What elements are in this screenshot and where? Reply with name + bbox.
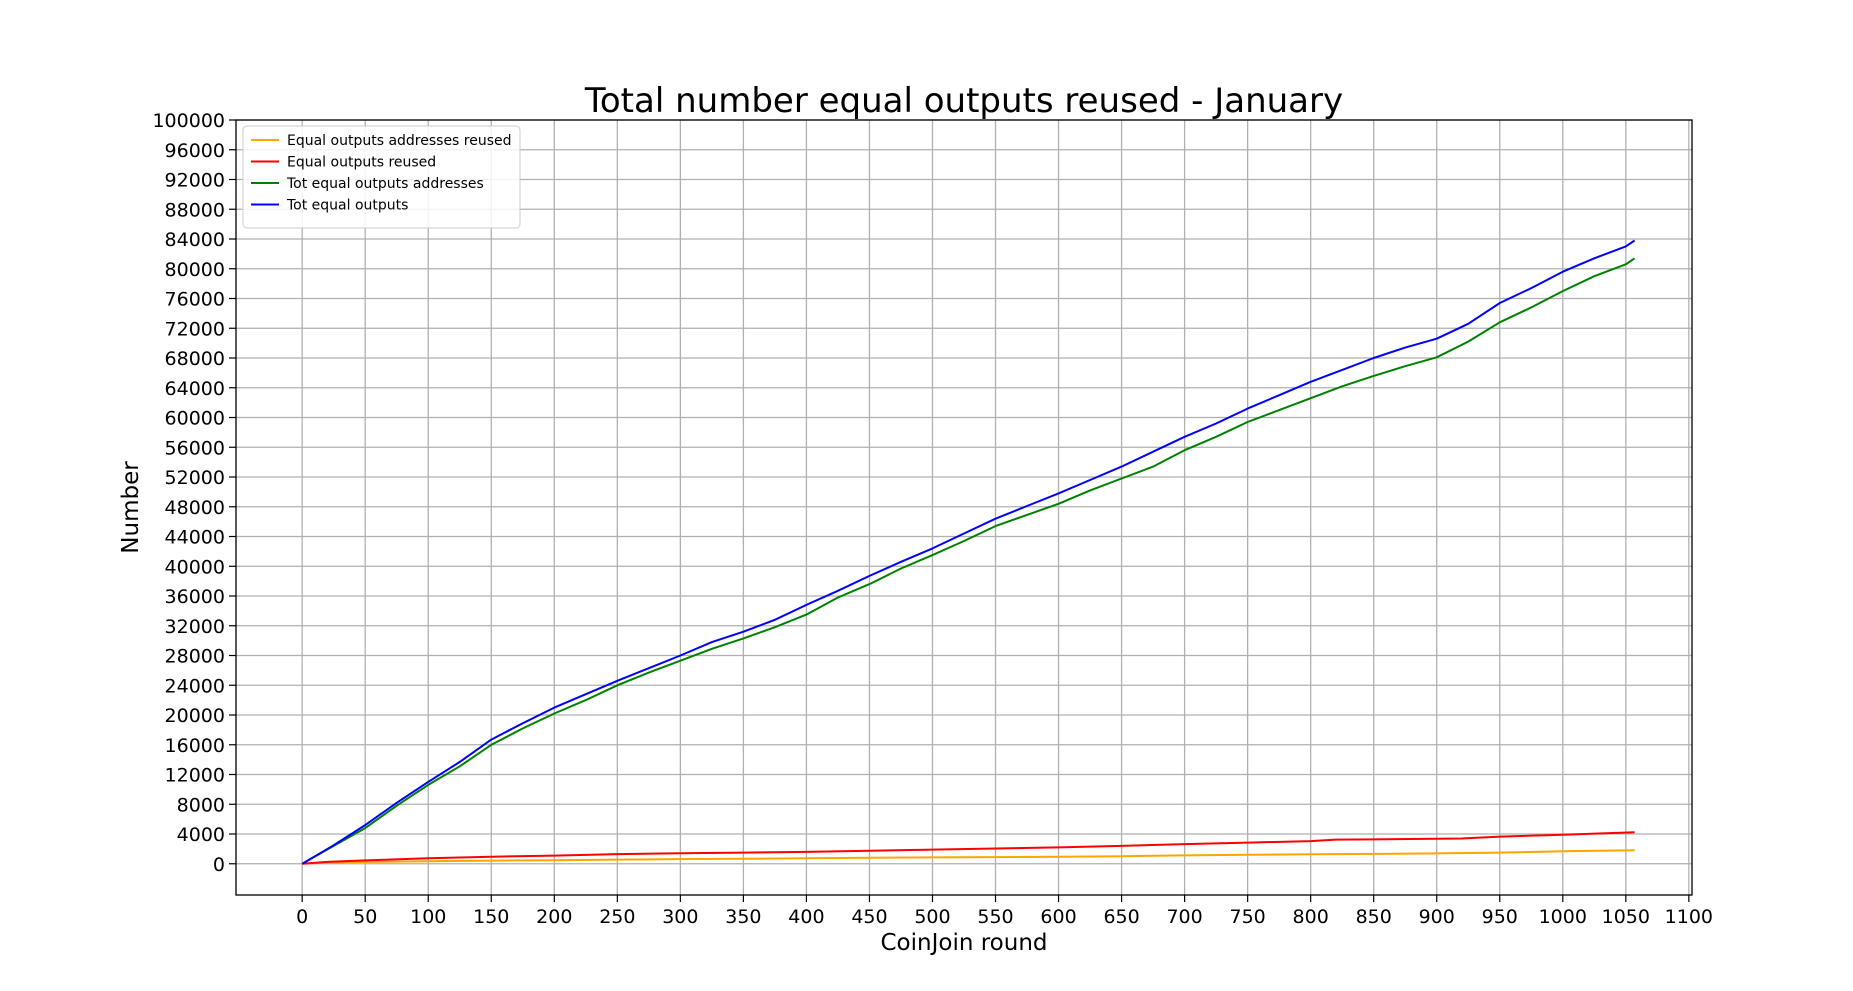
y-tick-label: 68000 bbox=[165, 348, 225, 370]
y-tick-label: 40000 bbox=[165, 556, 225, 578]
legend: Equal outputs addresses reused Equal outp… bbox=[242, 125, 521, 229]
x-tick-label: 300 bbox=[662, 906, 698, 928]
x-tick-label: 1050 bbox=[1602, 906, 1650, 928]
y-tick-label: 48000 bbox=[165, 497, 225, 519]
x-tick-label: 0 bbox=[296, 906, 308, 928]
y-tick-label: 52000 bbox=[165, 467, 225, 489]
y-tick-label: 44000 bbox=[165, 527, 225, 549]
x-tick-label: 650 bbox=[1103, 906, 1139, 928]
y-tick-label: 28000 bbox=[165, 646, 225, 668]
y-tick-label: 60000 bbox=[165, 408, 225, 430]
x-tick-label: 1100 bbox=[1665, 906, 1713, 928]
legend-label-3: Tot equal outputs bbox=[286, 198, 408, 214]
x-tick-label: 950 bbox=[1482, 906, 1518, 928]
y-axis-label: Number bbox=[118, 461, 144, 554]
y-tick-label: 76000 bbox=[165, 289, 225, 311]
grid bbox=[236, 119, 1692, 895]
x-tick-label: 700 bbox=[1166, 906, 1202, 928]
x-tick-label: 800 bbox=[1293, 906, 1329, 928]
series-line-2 bbox=[301, 257, 1636, 865]
y-tick-label: 80000 bbox=[165, 259, 225, 281]
x-tick-label: 500 bbox=[914, 906, 950, 928]
x-tick-label: 100 bbox=[410, 906, 446, 928]
y-tick-label: 84000 bbox=[165, 229, 225, 251]
axis-ticks: 0 50 100 150 200 250 300 350 400 450 500 550 600 650 7… bbox=[152, 110, 1713, 928]
y-tick-label: 20000 bbox=[165, 705, 225, 727]
series-lines bbox=[301, 239, 1636, 865]
y-tick-label: 88000 bbox=[165, 199, 225, 221]
x-tick-label: 600 bbox=[1040, 906, 1076, 928]
y-tick-label: 100000 bbox=[152, 110, 225, 132]
y-tick-label: 72000 bbox=[165, 318, 225, 340]
x-axis-label: CoinJoin round bbox=[880, 930, 1047, 956]
x-tick-label: 350 bbox=[725, 906, 761, 928]
legend-box bbox=[242, 125, 521, 229]
x-tick-label: 250 bbox=[599, 906, 635, 928]
y-tick-label: 92000 bbox=[165, 170, 225, 192]
x-tick-label: 150 bbox=[473, 906, 509, 928]
y-tick-label: 56000 bbox=[165, 437, 225, 459]
legend-label-0: Equal outputs addresses reused bbox=[287, 133, 512, 149]
legend-label-2: Tot equal outputs addresses bbox=[286, 176, 484, 192]
y-tick-label: 32000 bbox=[165, 616, 225, 638]
y-tick-label: 16000 bbox=[165, 735, 225, 757]
x-tick-label: 750 bbox=[1230, 906, 1266, 928]
x-tick-label: 900 bbox=[1419, 906, 1455, 928]
y-tick-label: 0 bbox=[213, 854, 225, 876]
series-line-1 bbox=[302, 831, 1635, 865]
x-tick-label: 450 bbox=[851, 906, 887, 928]
x-tick-label: 50 bbox=[353, 906, 377, 928]
y-tick-label: 12000 bbox=[165, 765, 225, 787]
y-tick-label: 64000 bbox=[165, 378, 225, 400]
series-line-0 bbox=[302, 849, 1635, 865]
x-tick-label: 200 bbox=[536, 906, 572, 928]
chart-title: Total number equal outputs reused - Janu… bbox=[584, 81, 1343, 121]
series-line-3 bbox=[301, 239, 1636, 865]
x-tick-label: 550 bbox=[977, 906, 1013, 928]
x-tick-label: 400 bbox=[788, 906, 824, 928]
plot-area-frame bbox=[235, 119, 1693, 896]
x-tick-label: 1000 bbox=[1539, 906, 1587, 928]
x-tick-label: 850 bbox=[1356, 906, 1392, 928]
y-tick-label: 24000 bbox=[165, 675, 225, 697]
y-tick-label: 96000 bbox=[165, 140, 225, 162]
y-tick-label: 4000 bbox=[177, 824, 225, 846]
y-tick-label: 36000 bbox=[165, 586, 225, 608]
legend-label-1: Equal outputs reused bbox=[287, 155, 436, 171]
y-tick-label: 8000 bbox=[177, 794, 225, 816]
